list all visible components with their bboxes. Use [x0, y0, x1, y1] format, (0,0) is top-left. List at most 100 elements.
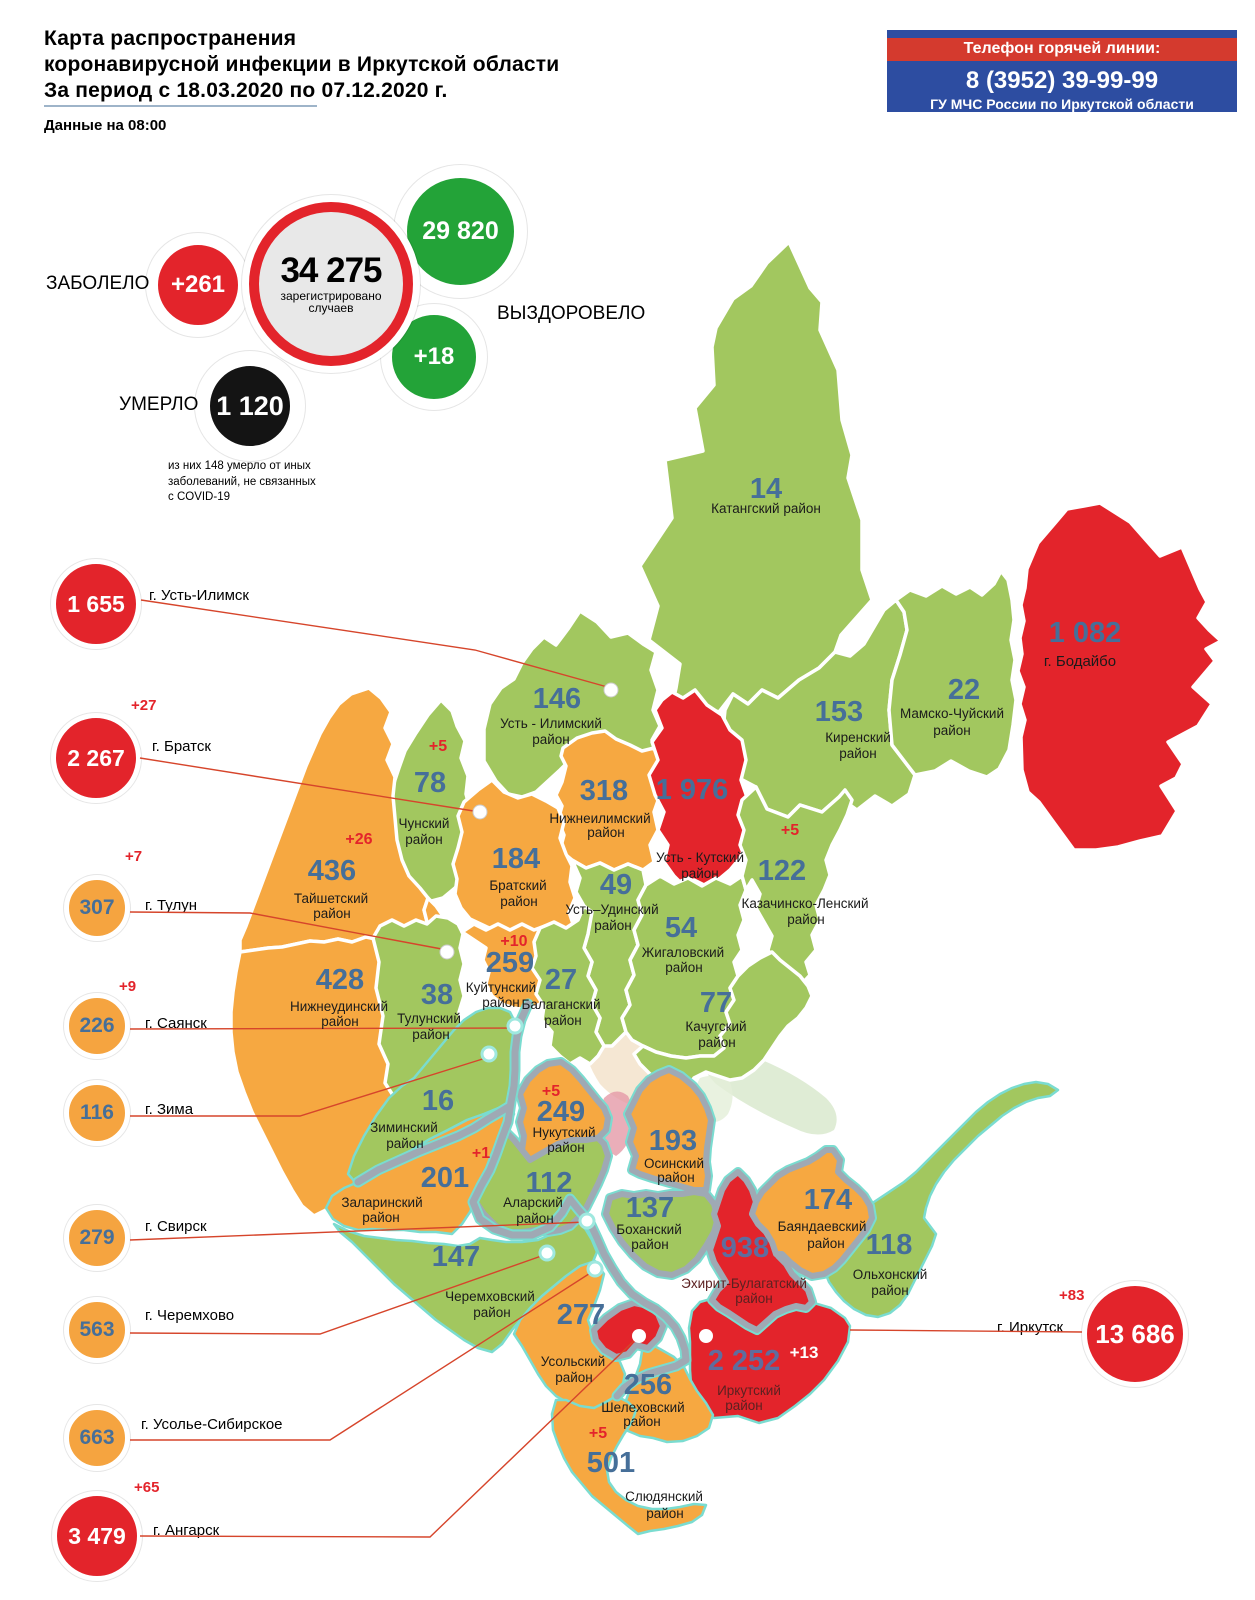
svg-text:2 252: 2 252 [708, 1345, 781, 1377]
svg-text:район: район [933, 723, 971, 738]
svg-text:район: район [405, 832, 443, 847]
svg-text:+5: +5 [542, 1083, 560, 1100]
svg-text:Куйтунский: Куйтунский [466, 980, 536, 995]
svg-text:+10: +10 [500, 933, 527, 950]
svg-text:501: 501 [587, 1447, 635, 1479]
svg-text:112: 112 [526, 1167, 573, 1199]
svg-text:1 082: 1 082 [1049, 617, 1122, 649]
svg-text:район: район [547, 1140, 585, 1155]
svg-text:Нижнеилимский: Нижнеилимский [549, 811, 650, 826]
svg-text:район: район [587, 825, 625, 840]
svg-text:Боханский: Боханский [616, 1222, 682, 1237]
svg-text:Усть–Удинский: Усть–Удинский [565, 902, 658, 917]
svg-text:район: район [555, 1370, 593, 1385]
svg-text:118: 118 [866, 1229, 913, 1261]
svg-text:Балаганский: Балаганский [521, 997, 600, 1012]
svg-text:1 976: 1 976 [656, 774, 729, 806]
svg-text:Чунский: Чунский [399, 816, 450, 831]
svg-text:193: 193 [649, 1125, 697, 1157]
svg-text:район: район [871, 1283, 909, 1298]
svg-text:район: район [500, 894, 538, 909]
svg-text:+5: +5 [589, 1425, 607, 1442]
svg-text:район: район [482, 995, 520, 1010]
svg-text:+26: +26 [345, 831, 372, 848]
svg-text:Усольский: Усольский [541, 1354, 605, 1369]
svg-text:318: 318 [580, 775, 628, 807]
svg-text:147: 147 [432, 1241, 480, 1273]
svg-text:район: район [594, 918, 632, 933]
svg-text:153: 153 [815, 696, 863, 728]
svg-text:146: 146 [533, 683, 581, 715]
svg-text:938: 938 [721, 1232, 769, 1264]
svg-text:район: район [412, 1027, 450, 1042]
svg-text:27: 27 [545, 964, 577, 996]
svg-text:район: район [362, 1210, 400, 1225]
svg-text:район: район [544, 1013, 582, 1028]
svg-text:14: 14 [750, 473, 782, 505]
svg-text:Киренский: Киренский [825, 730, 891, 745]
svg-text:184: 184 [492, 843, 540, 875]
svg-text:Братский: Братский [489, 878, 546, 893]
svg-text:Казачинско-Ленский: Казачинско-Ленский [741, 896, 868, 911]
svg-text:район: район [839, 746, 877, 761]
svg-text:район: район [386, 1136, 424, 1151]
svg-text:район: район [646, 1506, 684, 1521]
svg-text:Катангский район: Катангский район [711, 501, 821, 516]
svg-text:район: район [473, 1305, 511, 1320]
svg-text:г. Бодайбо: г. Бодайбо [1044, 653, 1116, 670]
svg-text:Иркутский: Иркутский [717, 1383, 781, 1398]
svg-text:428: 428 [316, 964, 364, 996]
svg-text:Баяндаевский: Баяндаевский [778, 1219, 867, 1234]
svg-text:Усть - Илимский: Усть - Илимский [500, 716, 602, 731]
svg-text:22: 22 [948, 674, 980, 706]
svg-text:Тулунский: Тулунский [397, 1011, 461, 1026]
svg-text:174: 174 [804, 1184, 852, 1216]
svg-text:277: 277 [557, 1299, 605, 1331]
svg-text:район: район [631, 1237, 669, 1252]
svg-text:район: район [807, 1236, 845, 1251]
svg-text:район: район [681, 866, 719, 881]
svg-text:Ольхонский: Ольхонский [853, 1267, 928, 1282]
svg-text:54: 54 [665, 912, 697, 944]
svg-text:436: 436 [308, 855, 356, 887]
svg-text:256: 256 [624, 1369, 672, 1401]
svg-text:49: 49 [600, 869, 632, 901]
svg-text:249: 249 [537, 1096, 585, 1128]
svg-text:Мамско-Чуйский: Мамско-Чуйский [900, 706, 1004, 721]
svg-text:Усть - Кутский: Усть - Кутский [656, 850, 744, 865]
svg-text:район: район [321, 1014, 359, 1029]
svg-text:район: район [725, 1398, 763, 1413]
svg-text:77: 77 [700, 987, 732, 1019]
svg-text:район: район [516, 1211, 554, 1226]
svg-text:Заларинский: Заларинский [341, 1195, 422, 1210]
svg-text:Жигаловский: Жигаловский [642, 945, 724, 960]
svg-text:201: 201 [421, 1162, 469, 1194]
svg-text:38: 38 [421, 979, 453, 1011]
svg-text:Черемховский: Черемховский [445, 1289, 535, 1304]
svg-text:район: район [532, 732, 570, 747]
svg-text:Эхирит-Булагатский: Эхирит-Булагатский [681, 1276, 807, 1291]
svg-text:район: район [735, 1291, 773, 1306]
svg-text:137: 137 [626, 1192, 674, 1224]
svg-text:122: 122 [758, 855, 806, 887]
svg-text:Качугский: Качугский [685, 1019, 746, 1034]
svg-text:+13: +13 [790, 1343, 819, 1362]
svg-text:район: район [623, 1414, 661, 1429]
svg-text:район: район [787, 912, 825, 927]
svg-text:16: 16 [422, 1085, 454, 1117]
svg-text:78: 78 [414, 767, 446, 799]
svg-text:район: район [657, 1170, 695, 1185]
svg-text:259: 259 [486, 947, 534, 979]
svg-text:Нукутский: Нукутский [532, 1125, 595, 1140]
svg-text:Нижнеудинский: Нижнеудинский [290, 999, 388, 1014]
svg-text:район: район [665, 960, 703, 975]
svg-text:Слюдянский: Слюдянский [625, 1489, 703, 1504]
svg-text:район: район [313, 906, 351, 921]
svg-text:Осинский: Осинский [644, 1156, 704, 1171]
svg-text:+5: +5 [429, 738, 447, 755]
svg-text:Шелеховский: Шелеховский [601, 1400, 684, 1415]
svg-text:Зиминский: Зиминский [370, 1120, 438, 1135]
svg-text:Тайшетский: Тайшетский [294, 891, 368, 906]
svg-text:+1: +1 [472, 1145, 490, 1162]
svg-text:+5: +5 [781, 822, 799, 839]
